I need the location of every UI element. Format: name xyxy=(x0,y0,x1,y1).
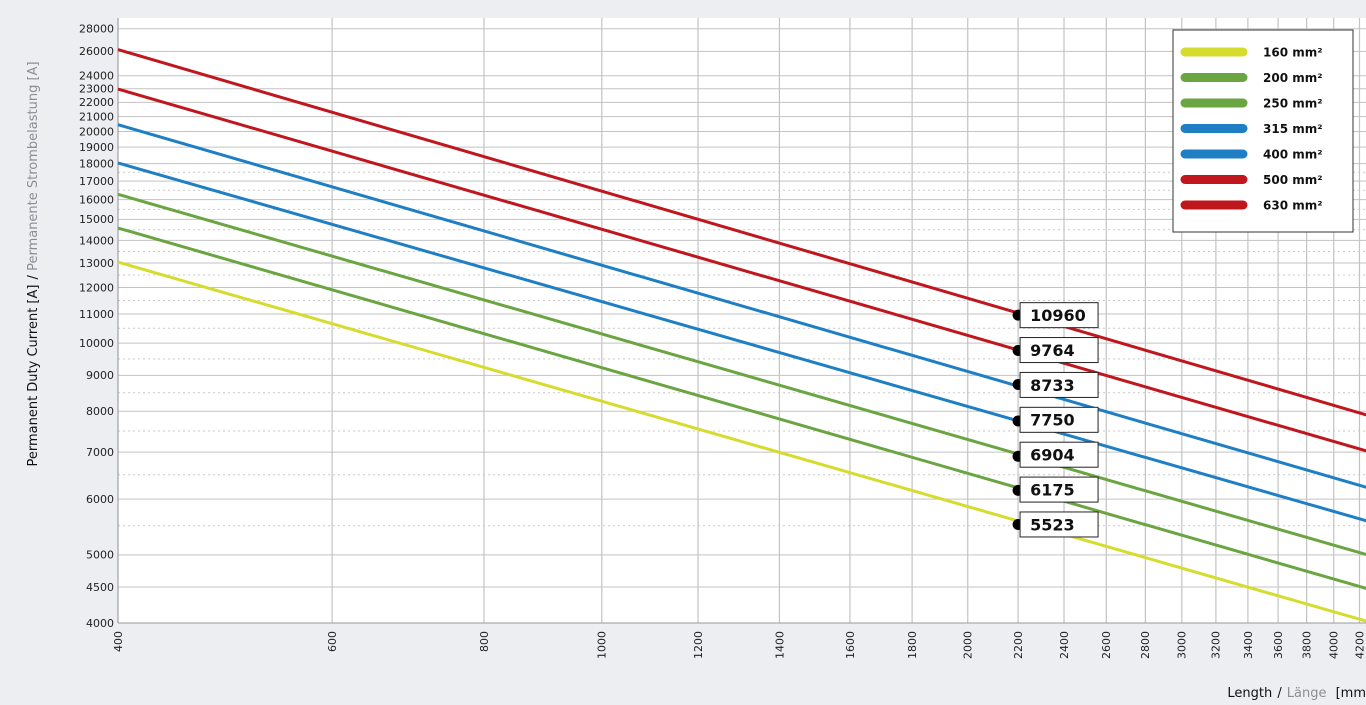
x-tick-label: 400 xyxy=(112,631,125,652)
y-tick-label: 9000 xyxy=(86,369,114,382)
x-axis-title: Length / Länge [mm xyxy=(1227,682,1366,701)
x-tick-label: 800 xyxy=(478,631,491,652)
y-tick-label: 23000 xyxy=(79,83,114,96)
x-axis-title-de: Länge xyxy=(1287,686,1327,701)
series-line xyxy=(117,192,1366,557)
data-label: 6904 xyxy=(1030,446,1075,465)
series-line xyxy=(117,87,1366,453)
legend-label: 630 mm² xyxy=(1263,198,1323,212)
data-label-box xyxy=(1019,302,1099,329)
x-tick-label: 2400 xyxy=(1058,631,1071,659)
x-tick-label: 2600 xyxy=(1100,631,1113,659)
data-label: 9764 xyxy=(1030,341,1075,360)
y-tick-label: 12000 xyxy=(79,281,114,294)
legend-label: 500 mm² xyxy=(1263,173,1323,187)
data-label-box xyxy=(1019,406,1099,433)
x-tick-label: 1000 xyxy=(596,631,609,659)
x-tick-label: 4200 xyxy=(1353,631,1366,659)
point-annotations: 10960 9764 8733 7750 6904 6175 5523 xyxy=(1012,302,1099,538)
y-tick-label: 14000 xyxy=(79,234,114,247)
y-tick-label: 8000 xyxy=(86,405,114,418)
data-label: 10960 xyxy=(1030,306,1086,325)
data-label-box xyxy=(1019,371,1099,398)
y-tick-label: 22000 xyxy=(79,96,114,109)
y-tick-label: 24000 xyxy=(79,70,114,83)
x-tick-label: 4000 xyxy=(1328,631,1341,659)
y-axis-ticks: 4000 4500 5000 6000 7000 8000 9000 10000 11000 12… xyxy=(79,23,114,630)
x-tick-label: 1600 xyxy=(844,631,857,659)
legend-label: 250 mm² xyxy=(1263,96,1323,110)
x-axis-ticks: 400 600 800 1000 1200 1400 1600 1800 2000 2200 240… xyxy=(112,631,1366,659)
x-tick-label: 3400 xyxy=(1242,631,1255,659)
x-tick-label: 2200 xyxy=(1012,631,1025,659)
x-tick-label: 3600 xyxy=(1272,631,1285,659)
x-tick-label: 2800 xyxy=(1139,631,1152,659)
data-label-box xyxy=(1019,337,1099,364)
legend-label: 315 mm² xyxy=(1263,122,1323,136)
legend-items: 160 mm² 200 mm² 250 mm² 315 mm² 400 mm² 500 m… xyxy=(1180,45,1323,212)
y-tick-label: 6000 xyxy=(86,493,114,506)
y-axis-title: Permanent Duty Current [A] / Permanente … xyxy=(22,61,41,466)
x-tick-label: 1800 xyxy=(906,631,919,659)
legend-label: 400 mm² xyxy=(1263,147,1323,161)
y-tick-label: 11000 xyxy=(79,308,114,321)
y-tick-label: 21000 xyxy=(79,110,114,123)
legend-label: 200 mm² xyxy=(1263,71,1323,85)
data-label-box xyxy=(1019,511,1099,538)
x-tick-label: 3000 xyxy=(1176,631,1189,659)
x-tick-label: 600 xyxy=(326,631,339,652)
series-lines xyxy=(117,48,1366,623)
data-label: 5523 xyxy=(1030,515,1075,534)
y-tick-label: 28000 xyxy=(79,23,114,36)
y-tick-label: 19000 xyxy=(79,141,114,154)
y-tick-label: 13000 xyxy=(79,257,114,270)
x-tick-label: 2000 xyxy=(962,631,975,659)
y-axis-title-en: Permanent Duty Current [A] xyxy=(26,285,41,467)
y-tick-label: 4500 xyxy=(86,581,114,594)
x-axis-unit: [mm xyxy=(1336,686,1366,701)
x-tick-label: 3800 xyxy=(1300,631,1313,659)
legend: 160 mm² 200 mm² 250 mm² 315 mm² 400 mm² 500 m… xyxy=(1172,29,1354,233)
y-tick-label: 17000 xyxy=(79,175,114,188)
y-tick-label: 18000 xyxy=(79,158,114,171)
series-line xyxy=(117,226,1366,590)
data-label-box xyxy=(1019,441,1099,468)
data-label: 7750 xyxy=(1030,411,1075,430)
x-tick-label: 1400 xyxy=(773,631,786,659)
x-tick-label: 3200 xyxy=(1210,631,1223,659)
series-line xyxy=(117,260,1366,623)
y-tick-label: 7000 xyxy=(86,446,114,459)
data-label: 6175 xyxy=(1030,481,1075,500)
y-tick-label: 16000 xyxy=(79,193,114,206)
y-tick-label: 26000 xyxy=(79,45,114,58)
y-tick-label: 10000 xyxy=(79,337,114,350)
series-line xyxy=(117,161,1366,523)
y-axis-title-de: Permanente Strombelastung [A] xyxy=(26,61,41,270)
series-line xyxy=(117,123,1366,489)
x-axis-title-en: Length xyxy=(1227,686,1272,701)
y-tick-label: 4000 xyxy=(86,617,114,630)
y-tick-label: 15000 xyxy=(79,213,114,226)
y-tick-label: 20000 xyxy=(79,125,114,138)
series-line xyxy=(117,48,1366,417)
data-label-box xyxy=(1019,476,1099,503)
x-tick-label: 1200 xyxy=(692,631,705,659)
legend-label: 160 mm² xyxy=(1263,45,1323,59)
data-label: 8733 xyxy=(1030,376,1075,395)
y-tick-label: 5000 xyxy=(86,549,114,562)
